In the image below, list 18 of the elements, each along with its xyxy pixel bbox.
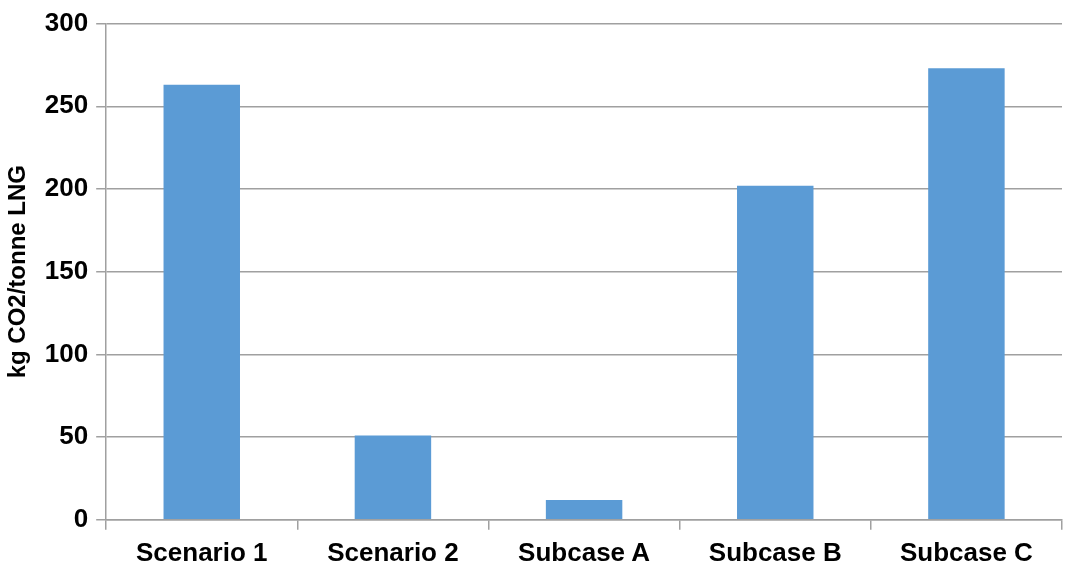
y-tick-label: 200 xyxy=(44,172,89,203)
y-tick-label: 150 xyxy=(44,254,89,285)
x-tick-label: Subcase C xyxy=(899,536,1034,567)
bar xyxy=(737,185,814,520)
bar xyxy=(928,68,1005,520)
y-tick-label: 300 xyxy=(44,6,89,37)
x-tick-label: Scenario 1 xyxy=(136,536,268,567)
y-tick-label: 0 xyxy=(73,502,89,533)
y-tick-label: 100 xyxy=(44,337,89,368)
y-axis-title: kg CO2/tonne LNG xyxy=(3,165,31,379)
bar xyxy=(163,84,240,520)
y-tick-label: 50 xyxy=(59,420,89,451)
bar xyxy=(545,499,623,520)
x-tick-label: Subcase A xyxy=(518,536,651,567)
y-tick-label: 250 xyxy=(44,89,89,120)
x-tick-label: Scenario 2 xyxy=(327,536,459,567)
bar xyxy=(354,435,432,520)
x-tick-label: Subcase B xyxy=(708,536,842,567)
